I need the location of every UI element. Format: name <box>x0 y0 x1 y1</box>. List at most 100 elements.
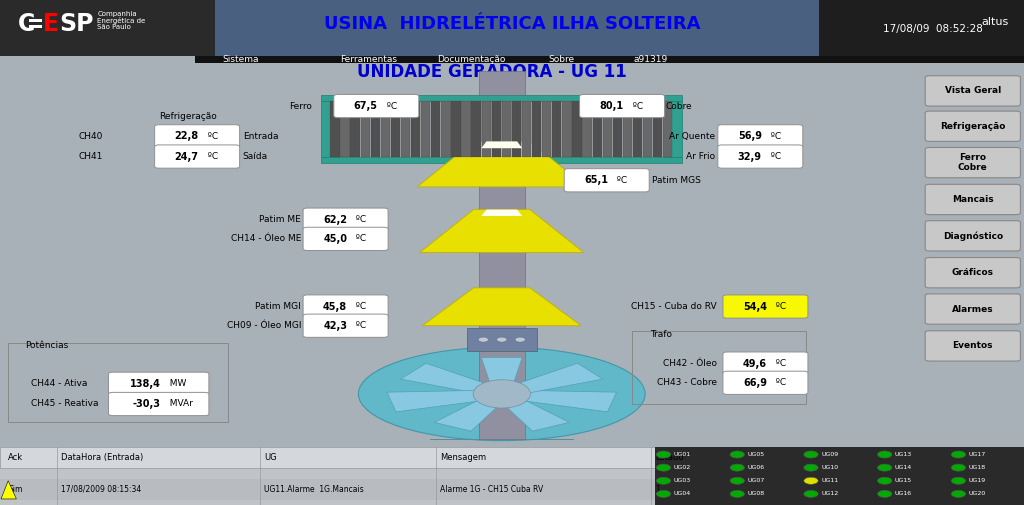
Text: São Paulo: São Paulo <box>97 24 131 30</box>
Circle shape <box>951 451 966 458</box>
Bar <box>603 101 612 157</box>
Bar <box>340 101 349 157</box>
Text: 49,6: 49,6 <box>743 359 767 369</box>
FancyBboxPatch shape <box>303 295 388 318</box>
Circle shape <box>515 337 525 342</box>
Bar <box>0 447 1024 505</box>
Text: Entrada: Entrada <box>243 132 279 141</box>
Bar <box>819 0 1024 56</box>
Text: ºC: ºC <box>770 359 786 368</box>
Bar <box>632 331 806 404</box>
Text: 54,4: 54,4 <box>743 301 767 312</box>
Bar <box>664 101 682 157</box>
FancyBboxPatch shape <box>926 76 1020 106</box>
Text: UG08: UG08 <box>748 491 765 496</box>
Circle shape <box>730 490 744 497</box>
Bar <box>330 101 340 157</box>
Bar <box>195 56 1024 63</box>
Bar <box>512 101 521 157</box>
Text: ºC: ºC <box>627 102 643 111</box>
Circle shape <box>878 451 892 458</box>
Circle shape <box>951 490 966 497</box>
Bar <box>441 101 451 157</box>
Bar <box>522 101 531 157</box>
Bar <box>411 101 420 157</box>
Bar <box>421 101 430 157</box>
Text: UG06: UG06 <box>748 465 765 470</box>
Text: ºC: ºC <box>350 321 367 330</box>
Text: Ack: Ack <box>8 453 24 462</box>
Polygon shape <box>420 210 584 252</box>
Text: 1: 1 <box>655 485 660 494</box>
Text: CH15 - Cuba do RV: CH15 - Cuba do RV <box>631 302 717 311</box>
Polygon shape <box>418 141 586 187</box>
Bar <box>322 101 340 157</box>
Polygon shape <box>387 390 504 412</box>
Bar <box>664 101 673 157</box>
Ellipse shape <box>358 347 645 440</box>
Bar <box>542 101 551 157</box>
Text: CH42 - Óleo: CH42 - Óleo <box>663 359 717 368</box>
Circle shape <box>730 451 744 458</box>
Text: Ferramentas: Ferramentas <box>340 55 397 64</box>
Bar <box>360 101 370 157</box>
Text: UG01: UG01 <box>674 452 691 457</box>
Bar <box>381 101 390 157</box>
Text: Energética de: Energética de <box>97 17 145 24</box>
Bar <box>400 101 411 157</box>
Text: CH43 - Cobre: CH43 - Cobre <box>656 378 717 387</box>
Bar <box>633 101 642 157</box>
FancyBboxPatch shape <box>303 227 388 250</box>
Text: CH40: CH40 <box>78 132 102 141</box>
FancyBboxPatch shape <box>926 294 1020 324</box>
Text: UNIDADE GERADORA - UG 11: UNIDADE GERADORA - UG 11 <box>356 63 627 81</box>
Circle shape <box>951 477 966 484</box>
Bar <box>467 328 537 351</box>
Text: Sistema: Sistema <box>222 55 259 64</box>
Text: Refrigeração: Refrigeração <box>159 112 216 121</box>
Bar <box>552 101 561 157</box>
Circle shape <box>497 337 507 342</box>
Text: ºC: ºC <box>202 132 218 141</box>
Text: MVAr: MVAr <box>164 399 193 409</box>
FancyBboxPatch shape <box>723 371 808 394</box>
Text: Saída: Saída <box>243 152 268 161</box>
Text: Estado: Estado <box>655 453 684 462</box>
Text: 67,5: 67,5 <box>354 101 378 111</box>
Circle shape <box>730 477 744 484</box>
Text: Sim: Sim <box>8 485 23 494</box>
Bar <box>431 101 440 157</box>
Text: ºC: ºC <box>350 215 367 224</box>
Text: UG15: UG15 <box>895 478 912 483</box>
Bar <box>583 101 592 157</box>
Bar <box>215 0 819 56</box>
Bar <box>623 101 632 157</box>
FancyBboxPatch shape <box>926 221 1020 251</box>
Bar <box>29 19 42 22</box>
Bar <box>612 101 622 157</box>
FancyBboxPatch shape <box>926 147 1020 178</box>
Circle shape <box>804 451 818 458</box>
Text: Documentação: Documentação <box>437 55 505 64</box>
Text: 56,9: 56,9 <box>738 131 762 141</box>
FancyBboxPatch shape <box>334 94 419 118</box>
Text: 62,2: 62,2 <box>324 215 347 225</box>
Text: Companhia: Companhia <box>97 11 137 17</box>
Text: UG: UG <box>264 453 276 462</box>
Text: ºC: ºC <box>350 302 367 311</box>
Text: ºC: ºC <box>770 378 786 387</box>
Text: Diagnóstico: Diagnóstico <box>943 231 1002 240</box>
Text: CH14 - Óleo ME: CH14 - Óleo ME <box>230 234 301 243</box>
Text: UG20: UG20 <box>969 491 986 496</box>
Circle shape <box>473 380 530 408</box>
Text: UG09: UG09 <box>821 452 839 457</box>
Text: MW: MW <box>164 379 186 388</box>
Circle shape <box>951 464 966 471</box>
Polygon shape <box>481 210 522 216</box>
Text: Cobre: Cobre <box>666 102 692 111</box>
Circle shape <box>656 451 671 458</box>
Polygon shape <box>434 392 509 431</box>
Text: ºC: ºC <box>765 132 781 141</box>
Text: Alarme 1G - CH15 Cuba RV: Alarme 1G - CH15 Cuba RV <box>440 485 544 494</box>
Text: UG07: UG07 <box>748 478 765 483</box>
